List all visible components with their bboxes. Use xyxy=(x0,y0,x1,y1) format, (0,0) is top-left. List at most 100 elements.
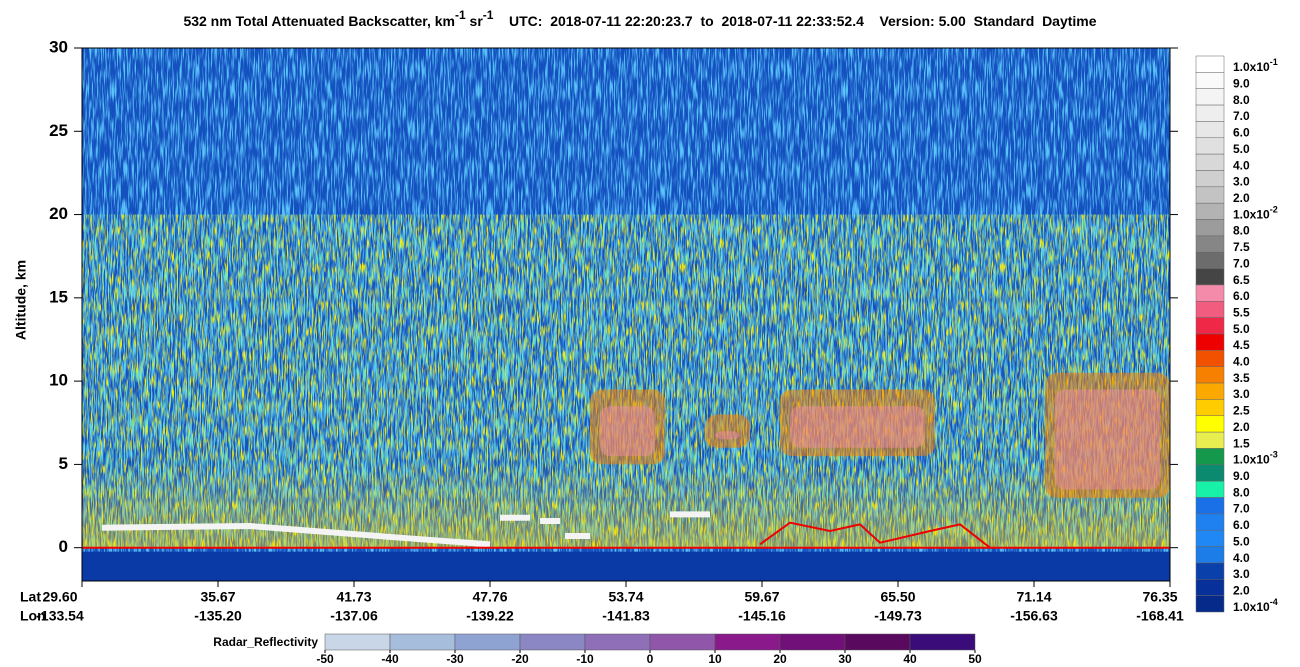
colorbar-label: 1.0x10-2 xyxy=(1233,205,1278,222)
colorbar-label: 2.0 xyxy=(1233,420,1250,434)
colorbar-label-text: 3.0 xyxy=(1233,567,1250,581)
colorbar-label-text: 1.0x10 xyxy=(1233,60,1270,74)
y-tick-label: 5 xyxy=(59,454,68,473)
colorbar-label-text: 2.0 xyxy=(1233,191,1250,205)
chart-title: 532 nm Total Attenuated Backscatter, km-… xyxy=(183,8,1096,29)
radar-tick-label: -10 xyxy=(576,652,594,666)
colorbar-label-text: 4.0 xyxy=(1233,355,1250,369)
colorbar-cell xyxy=(1195,480,1225,498)
title-sup: -1 xyxy=(455,8,466,22)
colorbar-label-sup: -2 xyxy=(1270,205,1278,215)
radar-colorbar-cell xyxy=(909,633,976,651)
colorbar-label: 5.0 xyxy=(1233,535,1250,549)
colorbar-cell xyxy=(1195,301,1225,318)
colorbar-label: 8.0 xyxy=(1233,224,1250,238)
lon-tick-label: -133.54 xyxy=(36,608,84,624)
y-tick-label: 30 xyxy=(49,37,68,56)
lon-tick-label: -156.63 xyxy=(1010,608,1058,624)
lon-label: Lon xyxy=(20,608,46,624)
colorbar-label: 2.5 xyxy=(1233,404,1250,418)
lon-tick-label: -145.16 xyxy=(738,608,786,624)
radar-label: Radar_Reflectivity xyxy=(213,635,318,649)
y-tick-label: 10 xyxy=(49,371,68,390)
subsurface xyxy=(82,551,1170,581)
colorbar-label: 8.0 xyxy=(1233,486,1250,500)
radar-colorbar-cell xyxy=(779,633,846,651)
y-tick-label: 15 xyxy=(49,287,68,306)
colorbar-label: 3.5 xyxy=(1233,371,1250,385)
colorbar-cell xyxy=(1195,382,1225,400)
radar-tick-label: -50 xyxy=(316,652,334,666)
colorbar-cell xyxy=(1195,121,1225,139)
colorbar-label: 9.0 xyxy=(1233,469,1250,483)
curtain-image xyxy=(82,48,1170,581)
colorbar-label: 9.0 xyxy=(1233,77,1250,91)
cloud xyxy=(1045,372,1170,498)
y-tick-label: 25 xyxy=(49,121,68,140)
radar-colorbar-cell xyxy=(649,633,716,651)
colorbar-label: 7.0 xyxy=(1233,257,1250,271)
colorbar-cell xyxy=(1195,235,1225,253)
radar-colorbar-cell xyxy=(389,633,456,651)
colorbar-cell xyxy=(1195,431,1225,449)
colorbar-label: 6.0 xyxy=(1233,518,1250,532)
colorbar-label-text: 5.5 xyxy=(1233,306,1250,320)
colorbar-label-text: 1.0x10 xyxy=(1233,208,1270,222)
colorbar-label: 1.0x10-4 xyxy=(1233,597,1278,614)
colorbar-label: 7.0 xyxy=(1233,502,1250,516)
colorbar-cell xyxy=(1195,186,1225,204)
colorbar-label: 2.0 xyxy=(1233,191,1250,205)
colorbar-cell xyxy=(1195,513,1225,531)
radar-tick-label: 40 xyxy=(903,652,917,666)
colorbar-label: 4.0 xyxy=(1233,158,1250,172)
lat-tick-label: 53.74 xyxy=(608,589,643,605)
radar-tick-label: -40 xyxy=(381,652,399,666)
colorbar-label-text: 3.0 xyxy=(1233,387,1250,401)
title-part: sr xyxy=(466,13,484,29)
boundary-layer-top xyxy=(101,511,710,548)
colorbar-label: 3.0 xyxy=(1233,387,1250,401)
colorbar-cell xyxy=(1195,595,1225,613)
colorbar-cell xyxy=(1195,464,1225,482)
colorbar-label: 4.0 xyxy=(1233,551,1250,565)
radar-colorbar-cell xyxy=(324,633,391,651)
radar-tick-label: 10 xyxy=(708,652,722,666)
radar-tick-label: 30 xyxy=(838,652,852,666)
lon-tick-label: -139.22 xyxy=(466,608,514,624)
radar-colorbar-cell xyxy=(454,633,521,651)
lon-tick-label: -149.73 xyxy=(874,608,922,624)
colorbar-label-text: 1.5 xyxy=(1233,436,1250,450)
radar-colorbar-cell xyxy=(844,633,911,651)
lon-tick-label: -141.83 xyxy=(602,608,650,624)
colorbar-label-text: 6.0 xyxy=(1233,518,1250,532)
lat-tick-label: 47.76 xyxy=(472,589,507,605)
radar-tick-label: 20 xyxy=(773,652,787,666)
colorbar-cell xyxy=(1195,268,1225,286)
colorbar-label: 4.0 xyxy=(1233,355,1250,369)
lat-tick-label: 29.60 xyxy=(42,589,77,605)
colorbar-label-text: 1.0x10 xyxy=(1233,453,1270,467)
lat-tick-label: 35.67 xyxy=(200,589,235,605)
colorbar-cell xyxy=(1195,219,1225,237)
colorbar-cell xyxy=(1195,333,1225,351)
colorbar-label: 4.5 xyxy=(1233,338,1250,352)
colorbar-cell xyxy=(1195,562,1225,580)
colorbar-cell xyxy=(1195,202,1225,220)
colorbar-label-text: 8.0 xyxy=(1233,486,1250,500)
colorbar-label: 5.0 xyxy=(1233,322,1250,336)
radar-colorbar-cell xyxy=(519,633,586,651)
radar-tick-label: 50 xyxy=(968,652,982,666)
colorbar-label-text: 2.5 xyxy=(1233,404,1250,418)
colorbar-label: 7.0 xyxy=(1233,109,1250,123)
radar-tick-label: -20 xyxy=(511,652,529,666)
colorbar-cell xyxy=(1195,55,1225,73)
low-haze xyxy=(82,464,1170,548)
lon-tick-label: -135.20 xyxy=(194,608,242,624)
colorbar-label: 6.0 xyxy=(1233,289,1250,303)
title-part: UTC: 2018-07-11 22:20:23.7 to 2018-07-11… xyxy=(493,13,1096,29)
colorbar-cell xyxy=(1195,72,1225,89)
radar-tick-label: 0 xyxy=(647,652,654,666)
colorbar-cell xyxy=(1195,579,1225,596)
y-tick-label: 20 xyxy=(49,204,68,223)
lat-tick-label: 65.50 xyxy=(880,589,915,605)
